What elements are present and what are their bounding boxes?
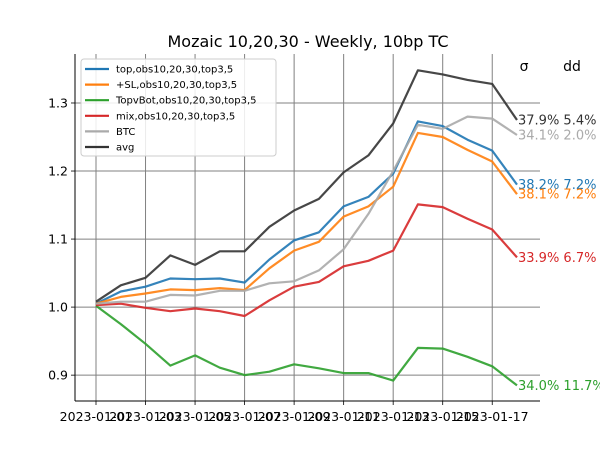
y-tick-label: 1.1 — [48, 232, 68, 247]
grid — [75, 54, 540, 401]
series-line-2 — [95, 304, 518, 387]
series-stat-5: 37.9% 5.4% — [518, 113, 596, 128]
y-tick-label: 1.2 — [48, 164, 68, 179]
x-tick-label: 2023-01-17 — [456, 409, 529, 424]
legend-label: avg — [116, 143, 134, 154]
y-tick-label: 1.3 — [48, 95, 68, 110]
dd-header: dd — [563, 59, 581, 75]
series-stat-4: 34.1% 2.0% — [518, 128, 596, 143]
x-tick-label: 2023-01-03 — [109, 409, 182, 424]
series-stat-1: 38.1% 7.2% — [518, 188, 596, 203]
axes: 2023-01-012023-01-032023-01-052023-01-07… — [48, 54, 540, 424]
sigma-header: σ — [520, 59, 529, 75]
series-lines — [95, 69, 518, 387]
legend-box — [80, 58, 277, 157]
series-stat-3: 33.9% 6.7% — [518, 251, 596, 266]
series-line-5 — [95, 69, 518, 303]
legend-label: BTC — [116, 127, 135, 138]
series-stat-0: 38.2% 7.2% — [518, 178, 596, 193]
legend-label: top,obs10,20,30,top3,5 — [116, 65, 233, 76]
legend: top,obs10,20,30,top3,5 +SL,obs10,20,30,to… — [80, 58, 277, 157]
legend-label: mix,obs10,20,30,top3,5 — [116, 111, 235, 122]
legend-label: TopvBot,obs10,20,30,top3,5 — [115, 96, 257, 107]
x-tick-label: 2023-01-15 — [406, 409, 479, 424]
end-stats: 38.2% 7.2%38.1% 7.2% 34.0% 11.7% 33.9% 6.7… — [518, 113, 600, 393]
y-tick-label: 1.0 — [48, 300, 68, 315]
x-tick-label: 2023-01-07 — [208, 409, 281, 424]
series-stat-2: 34.0% 11.7% — [518, 379, 600, 394]
x-tick-label: 2023-01-13 — [357, 409, 430, 424]
series-line-4 — [95, 115, 518, 305]
chart-title: Mozaic 10,20,30 - Weekly, 10bp TC — [167, 32, 448, 51]
x-tick-label: 2023-01-05 — [159, 409, 232, 424]
x-tick-label: 2023-01-01 — [60, 409, 133, 424]
x-tick-label: 2023-01-09 — [258, 409, 331, 424]
series-line-0 — [95, 120, 518, 305]
series-line-1 — [95, 131, 518, 305]
y-tick-label: 0.9 — [48, 368, 68, 383]
series-line-3 — [95, 203, 518, 318]
x-tick-label: 2023-01-11 — [307, 409, 380, 424]
legend-label: +SL,obs10,20,30,top3,5 — [116, 80, 237, 91]
